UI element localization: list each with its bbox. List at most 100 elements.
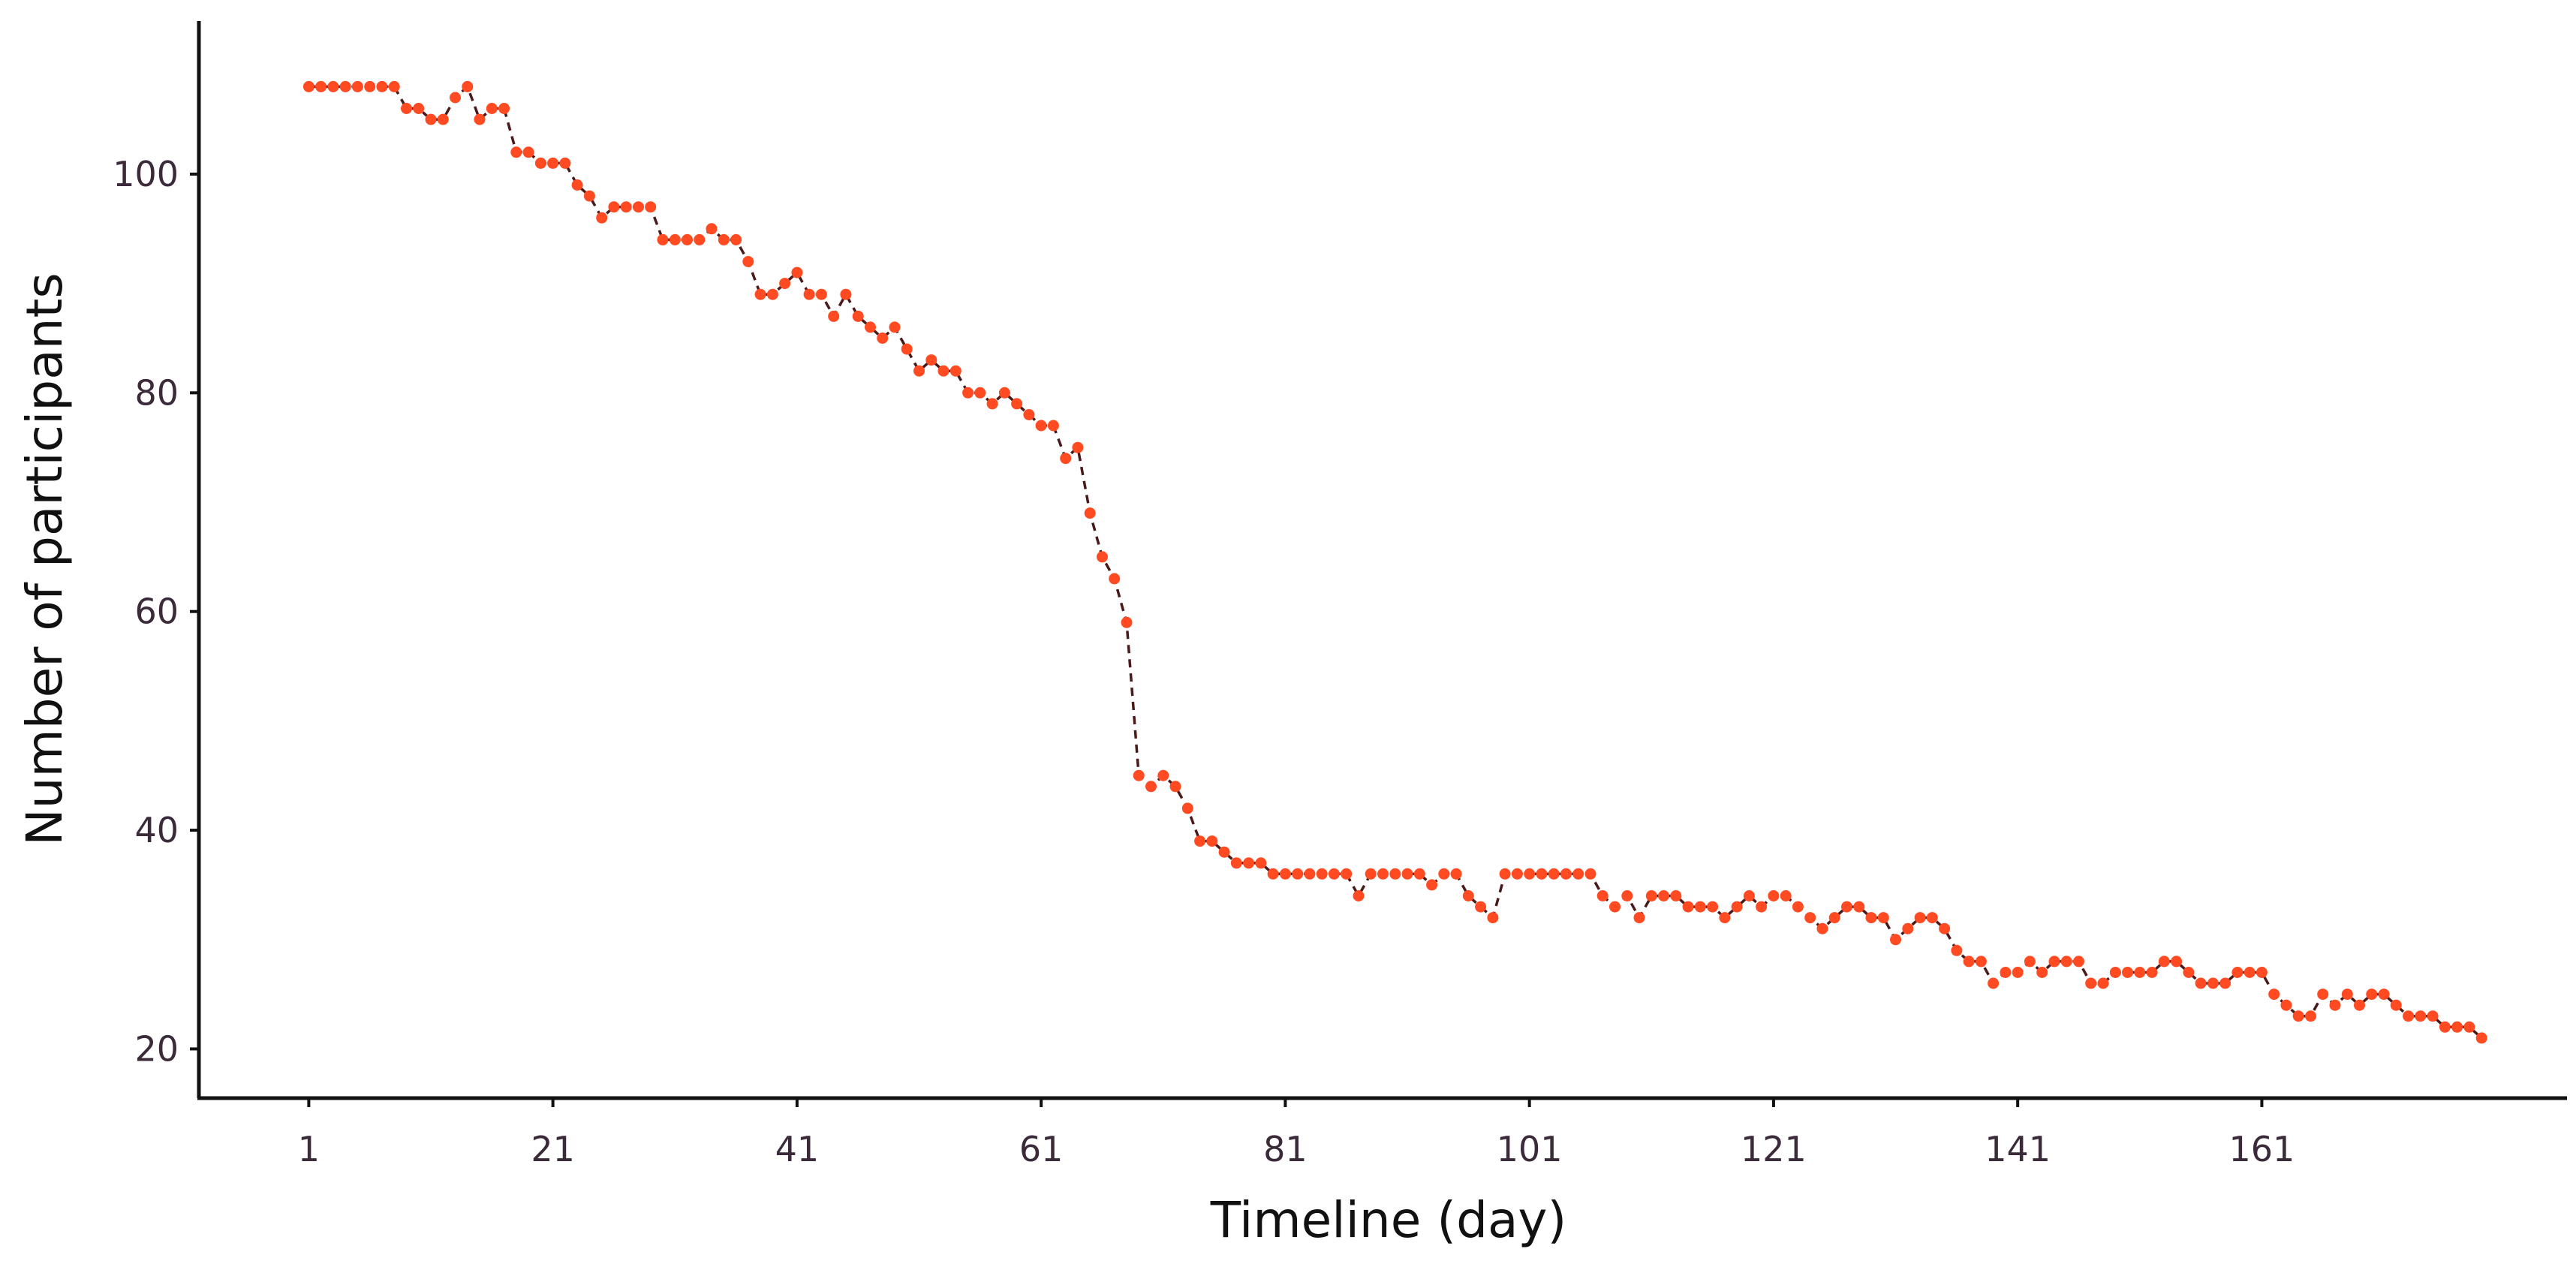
data-point bbox=[1596, 890, 1608, 901]
data-point bbox=[1072, 441, 1084, 453]
data-point bbox=[2341, 989, 2353, 1001]
data-point bbox=[596, 212, 608, 224]
data-point bbox=[840, 288, 852, 300]
data-point bbox=[1426, 879, 1438, 891]
data-point bbox=[1560, 868, 1572, 880]
data-point bbox=[852, 310, 864, 322]
data-point bbox=[1377, 868, 1389, 880]
data-point bbox=[1133, 769, 1145, 781]
data-point bbox=[779, 278, 791, 290]
data-point bbox=[2366, 989, 2378, 1001]
data-point bbox=[2305, 1010, 2316, 1022]
data-point bbox=[754, 288, 766, 300]
data-point bbox=[2463, 1021, 2475, 1033]
data-point bbox=[2048, 956, 2060, 968]
data-point bbox=[2268, 989, 2280, 1001]
data-point bbox=[620, 201, 632, 213]
y-tick-label: 80 bbox=[134, 372, 179, 413]
data-point bbox=[1719, 912, 1731, 924]
data-point bbox=[949, 365, 961, 377]
data-point bbox=[2134, 967, 2146, 978]
data-point bbox=[1157, 769, 1169, 781]
data-point bbox=[718, 233, 730, 245]
data-point bbox=[1279, 868, 1291, 880]
data-point bbox=[2243, 967, 2256, 978]
data-point bbox=[1011, 398, 1023, 410]
data-point bbox=[1475, 901, 1487, 913]
data-point bbox=[1524, 868, 1536, 880]
data-point bbox=[2403, 1010, 2415, 1022]
data-point bbox=[2085, 977, 2097, 989]
data-point bbox=[913, 365, 925, 377]
data-point bbox=[1389, 868, 1401, 880]
data-point bbox=[2256, 967, 2268, 978]
x-tick-label: 81 bbox=[1263, 1129, 1308, 1169]
data-point bbox=[1243, 857, 1255, 869]
data-point bbox=[1536, 868, 1548, 880]
data-point bbox=[1707, 901, 1719, 913]
data-point bbox=[669, 233, 681, 245]
data-point bbox=[1756, 901, 1768, 913]
data-point bbox=[1890, 934, 1901, 946]
data-point bbox=[877, 333, 889, 344]
data-point bbox=[645, 201, 657, 213]
data-point bbox=[1828, 912, 1840, 924]
data-point bbox=[1145, 781, 1157, 793]
data-point bbox=[1926, 912, 1938, 924]
data-point bbox=[815, 288, 827, 300]
data-point bbox=[1939, 922, 1951, 934]
data-point bbox=[2012, 967, 2024, 978]
data-point bbox=[2219, 977, 2231, 989]
data-point bbox=[498, 103, 510, 114]
data-point bbox=[2000, 967, 2012, 978]
x-tick-label: 41 bbox=[775, 1129, 820, 1169]
data-point bbox=[925, 354, 937, 366]
data-point bbox=[522, 146, 534, 158]
data-point bbox=[2171, 956, 2183, 968]
x-tick-label: 61 bbox=[1019, 1129, 1064, 1169]
data-point bbox=[2146, 967, 2158, 978]
data-point bbox=[2097, 977, 2109, 989]
series-layer bbox=[302, 80, 2487, 1044]
x-axis-title: Timeline (day) bbox=[1210, 1191, 1567, 1249]
data-point bbox=[2036, 967, 2048, 978]
x-tick-label: 121 bbox=[1741, 1129, 1807, 1169]
data-point bbox=[986, 398, 998, 410]
data-point bbox=[1218, 846, 1230, 858]
data-point bbox=[1487, 912, 1499, 924]
data-point bbox=[1853, 901, 1865, 913]
data-point bbox=[1780, 890, 1792, 901]
data-point bbox=[1694, 901, 1706, 913]
data-point bbox=[2109, 967, 2121, 978]
data-point bbox=[1401, 868, 1413, 880]
data-point bbox=[2231, 967, 2243, 978]
x-tick-label: 161 bbox=[2229, 1129, 2295, 1169]
data-point bbox=[351, 80, 363, 92]
data-point bbox=[2415, 1010, 2427, 1022]
data-point bbox=[1902, 922, 1914, 934]
data-point bbox=[889, 321, 901, 333]
data-point bbox=[742, 256, 754, 267]
data-point bbox=[1267, 868, 1279, 880]
x-tick-label: 141 bbox=[1985, 1129, 2051, 1169]
data-point bbox=[682, 233, 693, 245]
data-point bbox=[1316, 868, 1328, 880]
data-point bbox=[1645, 890, 1657, 901]
data-point bbox=[1365, 868, 1377, 880]
data-point bbox=[1841, 901, 1852, 913]
data-point bbox=[657, 233, 669, 245]
data-point bbox=[706, 223, 718, 235]
x-tick-label: 21 bbox=[531, 1129, 575, 1169]
data-point bbox=[1109, 573, 1121, 585]
data-point bbox=[2317, 989, 2329, 1001]
data-point bbox=[1877, 912, 1889, 924]
data-point bbox=[1865, 912, 1877, 924]
data-point bbox=[425, 113, 437, 125]
data-point bbox=[2183, 967, 2195, 978]
data-point bbox=[1194, 835, 1206, 847]
data-point bbox=[730, 233, 742, 245]
data-point bbox=[1951, 944, 1963, 956]
data-point bbox=[388, 80, 400, 92]
data-point bbox=[1084, 507, 1096, 519]
